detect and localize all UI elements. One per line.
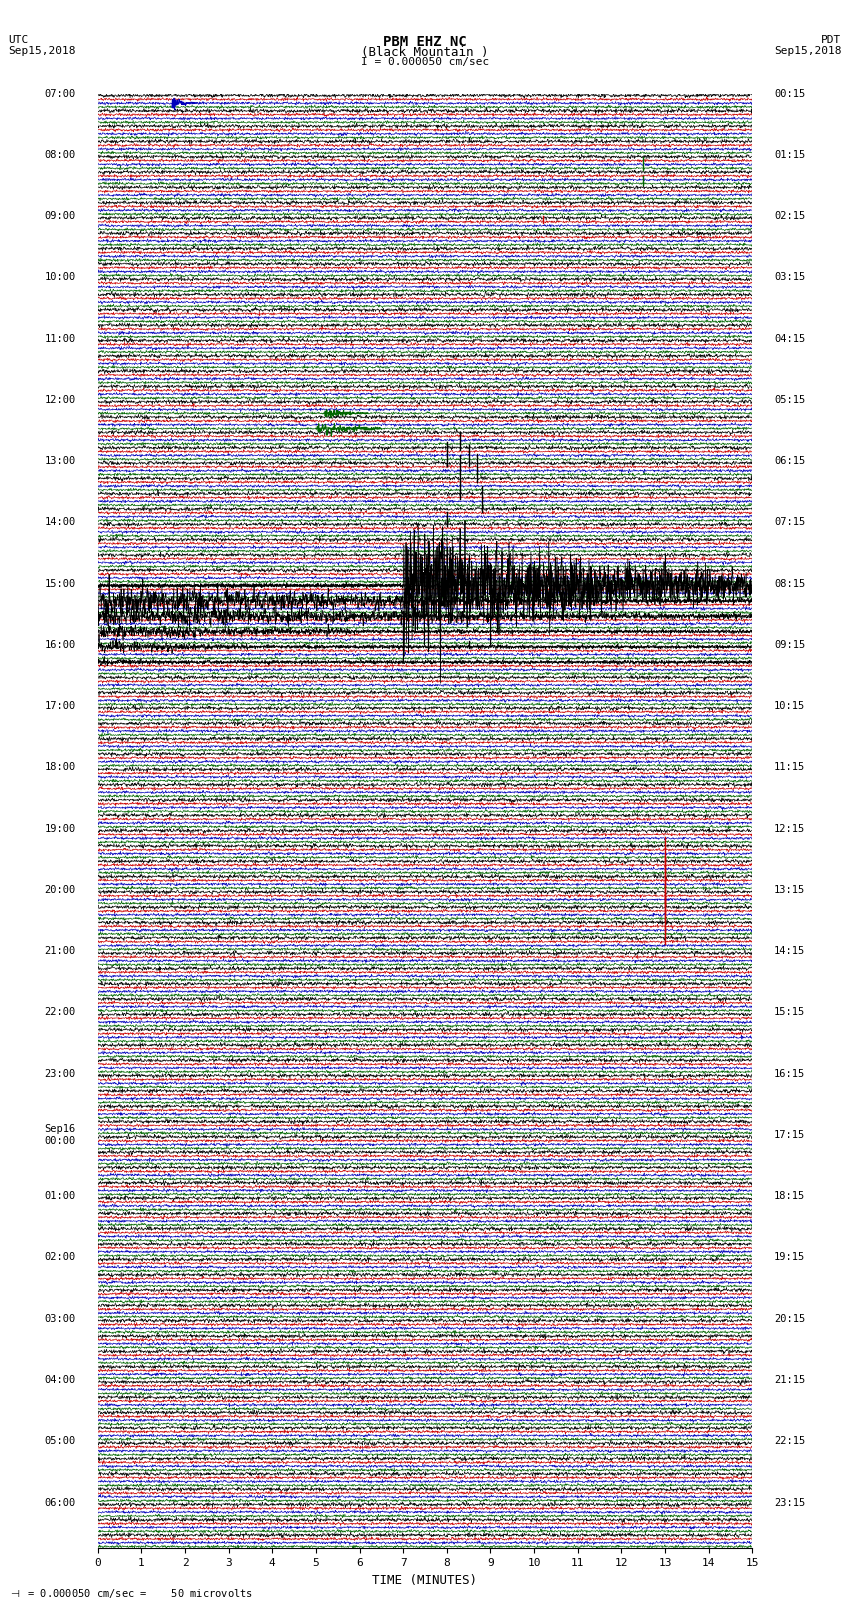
Text: 10:15: 10:15	[774, 702, 805, 711]
Text: 11:00: 11:00	[45, 334, 76, 344]
Text: 18:00: 18:00	[45, 763, 76, 773]
Text: 10:00: 10:00	[45, 273, 76, 282]
Text: 12:00: 12:00	[45, 395, 76, 405]
Text: 12:15: 12:15	[774, 824, 805, 834]
Text: 07:15: 07:15	[774, 518, 805, 527]
Text: 14:15: 14:15	[774, 947, 805, 957]
Text: 08:15: 08:15	[774, 579, 805, 589]
Text: (Black Mountain ): (Black Mountain )	[361, 45, 489, 60]
Text: 04:00: 04:00	[45, 1374, 76, 1386]
Text: 17:00: 17:00	[45, 702, 76, 711]
Text: 21:00: 21:00	[45, 947, 76, 957]
Text: UTC: UTC	[8, 35, 29, 45]
Text: 05:00: 05:00	[45, 1436, 76, 1447]
Text: 18:15: 18:15	[774, 1192, 805, 1202]
Text: 02:15: 02:15	[774, 211, 805, 221]
Text: Sep15,2018: Sep15,2018	[8, 45, 76, 56]
Text: 01:15: 01:15	[774, 150, 805, 160]
Text: 04:15: 04:15	[774, 334, 805, 344]
Text: PDT: PDT	[821, 35, 842, 45]
Text: PBM EHZ NC: PBM EHZ NC	[383, 35, 467, 48]
Text: 19:00: 19:00	[45, 824, 76, 834]
Text: I = 0.000050 cm/sec: I = 0.000050 cm/sec	[361, 58, 489, 68]
Text: 13:15: 13:15	[774, 886, 805, 895]
Text: 06:00: 06:00	[45, 1497, 76, 1508]
Text: 09:15: 09:15	[774, 640, 805, 650]
Text: 19:15: 19:15	[774, 1253, 805, 1263]
Text: 16:15: 16:15	[774, 1069, 805, 1079]
Text: 08:00: 08:00	[45, 150, 76, 160]
Text: 15:15: 15:15	[774, 1008, 805, 1018]
Text: 14:00: 14:00	[45, 518, 76, 527]
Text: 15:00: 15:00	[45, 579, 76, 589]
Text: 20:00: 20:00	[45, 886, 76, 895]
Text: 21:15: 21:15	[774, 1374, 805, 1386]
Text: 13:00: 13:00	[45, 456, 76, 466]
Text: 09:00: 09:00	[45, 211, 76, 221]
Text: 22:00: 22:00	[45, 1008, 76, 1018]
Text: $\dashv$ = 0.000050 cm/sec =    50 microvolts: $\dashv$ = 0.000050 cm/sec = 50 microvol…	[8, 1587, 253, 1600]
Text: 22:15: 22:15	[774, 1436, 805, 1447]
Text: 16:00: 16:00	[45, 640, 76, 650]
Text: 17:15: 17:15	[774, 1131, 805, 1140]
Text: 11:15: 11:15	[774, 763, 805, 773]
Text: 03:15: 03:15	[774, 273, 805, 282]
Text: Sep15,2018: Sep15,2018	[774, 45, 842, 56]
Text: 05:15: 05:15	[774, 395, 805, 405]
Text: 23:15: 23:15	[774, 1497, 805, 1508]
Text: 01:00: 01:00	[45, 1192, 76, 1202]
Text: 02:00: 02:00	[45, 1253, 76, 1263]
Text: 06:15: 06:15	[774, 456, 805, 466]
Text: 20:15: 20:15	[774, 1313, 805, 1324]
Text: 03:00: 03:00	[45, 1313, 76, 1324]
X-axis label: TIME (MINUTES): TIME (MINUTES)	[372, 1574, 478, 1587]
Text: 23:00: 23:00	[45, 1069, 76, 1079]
Text: 07:00: 07:00	[45, 89, 76, 98]
Text: 00:15: 00:15	[774, 89, 805, 98]
Text: Sep16
00:00: Sep16 00:00	[45, 1124, 76, 1145]
